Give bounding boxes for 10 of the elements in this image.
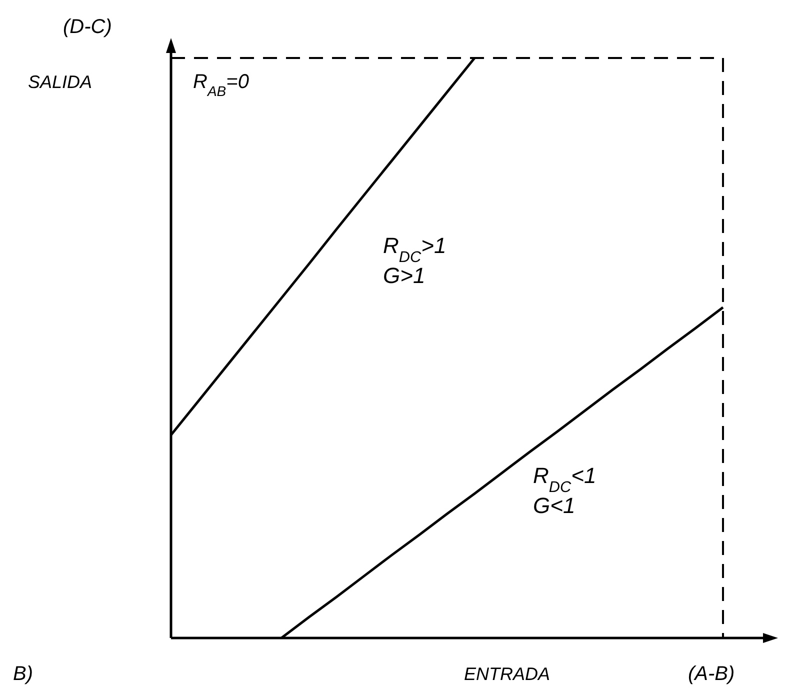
annotation: R$_{AB}$=0 [193, 71, 249, 99]
text: (A-B) [688, 663, 735, 685]
annotation: R$_{DC}$>1 [383, 233, 446, 266]
annotation: G<1 [533, 493, 576, 518]
text: B) [13, 663, 33, 685]
text: (D-C) [63, 16, 112, 38]
annotation: G>1 [383, 263, 426, 288]
x-axis-title: ENTRADA [464, 664, 550, 684]
y-axis-title: SALIDA [28, 72, 92, 92]
annotation: R$_{DC}$<1 [533, 463, 596, 496]
